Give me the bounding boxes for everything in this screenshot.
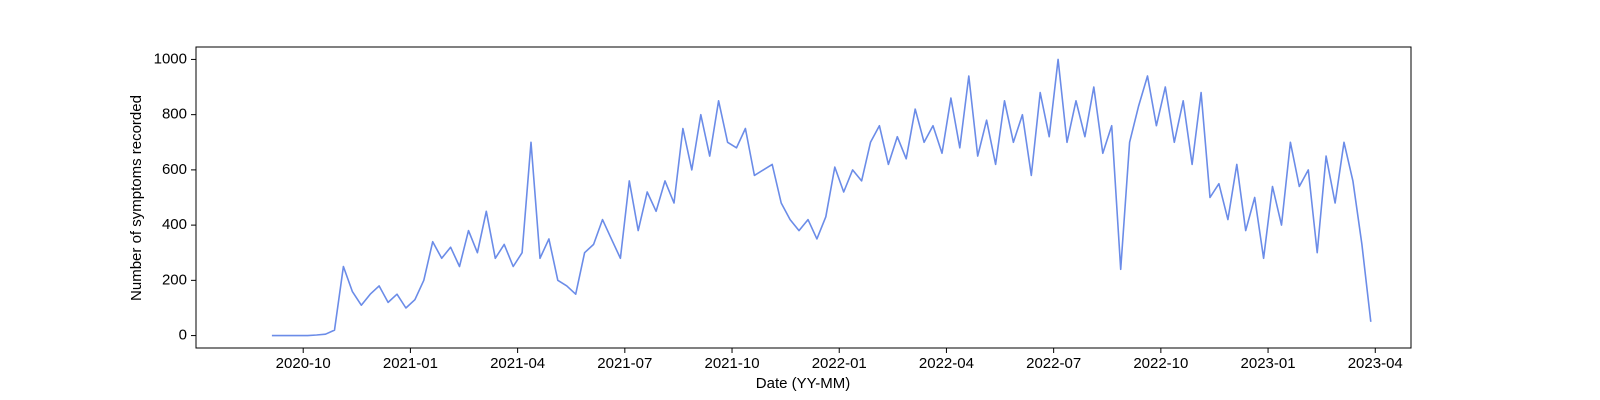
x-tick-label: 2020-10 <box>276 355 331 372</box>
data-line <box>271 58 1372 337</box>
y-tick-label: 1000 <box>154 50 187 67</box>
x-tick-label: 2021-07 <box>597 355 652 372</box>
x-tick-label: 2023-01 <box>1241 355 1296 372</box>
y-axis-label: Number of symptoms recorded <box>128 95 145 301</box>
y-tick-label: 400 <box>162 216 187 233</box>
plot-frame <box>195 46 1412 349</box>
y-tick-label: 200 <box>162 271 187 288</box>
x-tick-label: 2021-01 <box>383 355 438 372</box>
x-tick-label: 2022-01 <box>812 355 867 372</box>
y-tick-label: 600 <box>162 161 187 178</box>
x-tick-label: 2021-10 <box>704 355 759 372</box>
x-tick-label: 2022-07 <box>1026 355 1081 372</box>
x-axis-label: Date (YY-MM) <box>756 375 850 392</box>
y-tick-label: 0 <box>179 327 187 344</box>
x-tick-label: 2021-04 <box>490 355 545 372</box>
y-tick-label: 800 <box>162 106 187 123</box>
x-tick-label: 2023-04 <box>1348 355 1403 372</box>
x-tick-label: 2022-04 <box>919 355 974 372</box>
x-tick-label: 2022-10 <box>1133 355 1188 372</box>
